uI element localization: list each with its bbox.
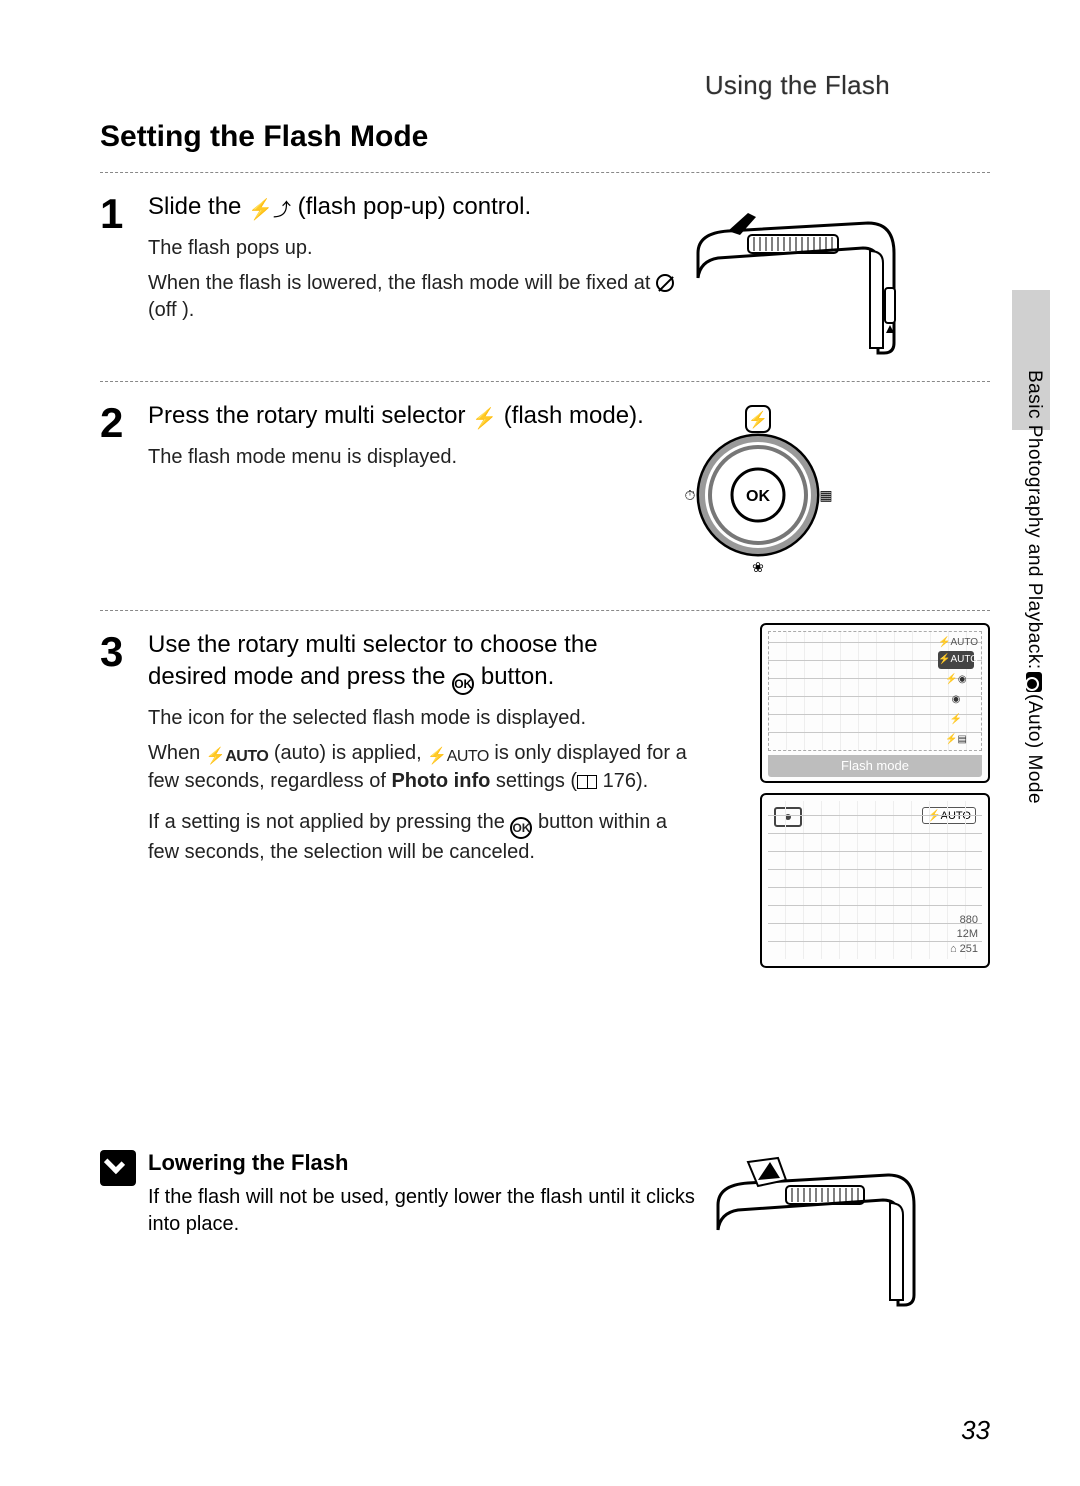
ok-label: OK xyxy=(746,488,770,505)
step1-desc1: The flash pops up. xyxy=(148,235,688,262)
step-number: 3 xyxy=(100,631,148,673)
stat-remaining: 880 xyxy=(950,913,978,927)
stat-size: 12M xyxy=(950,927,978,941)
flash-icon xyxy=(248,193,273,225)
svg-text:▦: ▦ xyxy=(819,487,832,503)
step-heading: Slide the (flash pop-up) control. xyxy=(148,191,688,225)
step3-desc3-before: If a setting is not applied by pressing … xyxy=(148,811,510,833)
camera-icon xyxy=(1026,672,1042,692)
page: Using the Flash Basic Photography and Pl… xyxy=(0,0,1080,1486)
step1-head-before: Slide the xyxy=(148,193,248,220)
step3-illustration: ⚡AUTO ⚡AUTO ⚡◉ ◉ ⚡ ⚡▤ Flash mode ⚡AUTO 8… xyxy=(760,623,990,978)
menu-item: ⚡◉ xyxy=(938,671,974,689)
side-section-label: Basic Photography and Playback: (Auto) M… xyxy=(1020,370,1048,890)
flash-off-icon xyxy=(656,274,674,292)
step-heading: Use the rotary multi selector to choose … xyxy=(148,629,688,695)
stat-memory: ⌂ 251 xyxy=(950,942,978,956)
step-number: 1 xyxy=(100,193,148,235)
flash-icon xyxy=(472,402,497,434)
step-body: Slide the (flash pop-up) control. The fl… xyxy=(148,191,688,332)
flash-auto-outline-icon: ⚡AUTO xyxy=(427,746,489,768)
step1-desc2-before: When the flash is lowered, the flash mod… xyxy=(148,272,656,294)
step-body: Press the rotary multi selector (flash m… xyxy=(148,400,688,479)
note-text: If the flash will not be used, gently lo… xyxy=(148,1184,708,1238)
svg-text:⏱: ⏱ xyxy=(685,487,696,503)
note-title: Lowering the Flash xyxy=(148,1150,708,1176)
side-label-before: Basic Photography and Playback: xyxy=(1023,370,1045,670)
step1-illustration xyxy=(688,203,908,363)
live-screen-stats: 880 12M ⌂ 251 xyxy=(950,913,978,956)
menu-item: ◉ xyxy=(938,691,974,709)
manual-ref-icon xyxy=(577,775,597,789)
menu-item: ⚡▤ xyxy=(938,731,974,749)
step2-head-after: (flash mode). xyxy=(504,402,644,429)
flash-mode-menu-list: ⚡AUTO ⚡AUTO ⚡◉ ◉ ⚡ ⚡▤ xyxy=(938,637,974,751)
step2-desc1: The flash mode menu is displayed. xyxy=(148,444,688,471)
step1-desc2: When the flash is lowered, the flash mod… xyxy=(148,270,688,324)
side-label-after: (Auto) Mode xyxy=(1023,694,1045,804)
page-number: 33 xyxy=(961,1415,990,1446)
step3-desc2-before: When xyxy=(148,742,206,764)
ok-button-icon: OK xyxy=(452,673,474,695)
step-heading: Press the rotary multi selector (flash m… xyxy=(148,400,688,434)
step3-desc2: When ⚡AUTO (auto) is applied, ⚡AUTO is o… xyxy=(148,740,688,795)
check-icon xyxy=(100,1150,136,1186)
note-body: Lowering the Flash If the flash will not… xyxy=(148,1150,708,1238)
step-body: Use the rotary multi selector to choose … xyxy=(148,629,688,874)
step3-head-line2-before: desired mode and press the xyxy=(148,663,452,690)
menu-badge: ⚡AUTO xyxy=(938,637,974,648)
flash-mode-menu-screen: ⚡AUTO ⚡AUTO ⚡◉ ◉ ⚡ ⚡▤ Flash mode xyxy=(760,623,990,783)
step3-desc1: The icon for the selected flash mode is … xyxy=(148,705,688,732)
step3-desc2-bold: Photo info xyxy=(391,770,490,792)
live-view-screen: ⚡AUTO 880 12M ⌂ 251 xyxy=(760,793,990,968)
menu-caption: Flash mode xyxy=(768,755,982,777)
step3-head-line1: Use the rotary multi selector to choose … xyxy=(148,631,598,658)
step1-head-after: (flash pop-up) control. xyxy=(298,193,531,220)
flash-auto-bold-icon: ⚡AUTO xyxy=(206,746,268,768)
step2-illustration: OK ⚡ ⏱ ▦ ❀ xyxy=(668,400,848,580)
camera-top-illustration xyxy=(688,203,908,363)
menu-item: ⚡AUTO xyxy=(938,651,974,669)
section-title: Setting the Flash Mode xyxy=(100,120,990,154)
step3-desc2-mid1: (auto) is applied, xyxy=(274,742,427,764)
step3-desc2-after: settings ( xyxy=(496,770,577,792)
svg-text:❀: ❀ xyxy=(752,559,764,575)
step-number: 2 xyxy=(100,402,148,444)
popup-icon xyxy=(273,193,291,225)
ok-button-icon: OK xyxy=(510,817,532,839)
step1-desc2-after: (off ). xyxy=(148,299,194,321)
step-2: 2 Press the rotary multi selector (flash… xyxy=(100,381,990,610)
step3-head-line2-after: button. xyxy=(481,663,554,690)
rotary-selector-illustration: OK ⚡ ⏱ ▦ ❀ xyxy=(668,400,848,580)
menu-item: ⚡ xyxy=(938,711,974,729)
step3-desc2-pageref: 176). xyxy=(597,770,648,792)
step-3: 3 Use the rotary multi selector to choos… xyxy=(100,610,990,980)
step3-desc3: If a setting is not applied by pressing … xyxy=(148,809,688,866)
note-lowering-flash: Lowering the Flash If the flash will not… xyxy=(100,1150,990,1310)
running-head: Using the Flash xyxy=(705,70,890,101)
step2-head-before: Press the rotary multi selector xyxy=(148,402,472,429)
camera-lower-flash-illustration xyxy=(708,1150,928,1310)
step-1: 1 Slide the (flash pop-up) control. The … xyxy=(100,172,990,381)
svg-text:⚡: ⚡ xyxy=(748,410,768,429)
note-illustration xyxy=(708,1150,928,1310)
